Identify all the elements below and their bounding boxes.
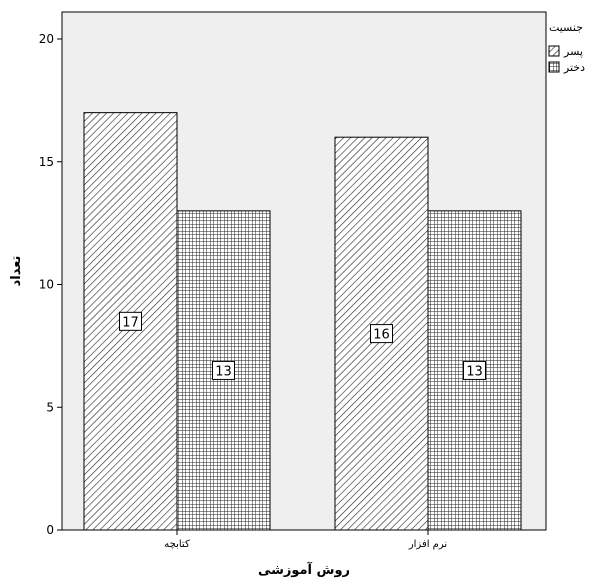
legend-label-boy: پسر: [563, 45, 583, 58]
data-label-boy-1: 16: [373, 328, 390, 343]
y-tick-label-10: 10: [39, 278, 54, 292]
legend-swatch-girl: [548, 61, 560, 73]
data-label-box-boy-1: [370, 324, 393, 344]
data-label-boy-0: 17: [122, 315, 139, 330]
data-label-box-girl-1: [463, 360, 486, 380]
x-tick-label-1: نرم افزار: [408, 539, 447, 550]
y-tick-label-15: 15: [39, 155, 54, 169]
legend-swatch-boy: [548, 45, 560, 57]
x-axis-title: روش آموزشی: [258, 561, 350, 578]
y-tick-label-0: 0: [46, 523, 54, 537]
y-axis-title: تعداد: [9, 256, 24, 287]
legend-label-girl: دختر: [563, 61, 585, 74]
x-tick-label-0: کتابچه: [164, 539, 190, 550]
data-label-girl-1: 13: [466, 364, 483, 379]
y-tick-label-5: 5: [46, 400, 54, 414]
y-tick-label-20: 20: [39, 32, 54, 46]
legend: جنسیت پسر دختر: [548, 21, 585, 74]
legend-title: جنسیت: [549, 21, 583, 34]
data-label-girl-0: 13: [215, 364, 232, 379]
data-label-box-girl-0: [212, 360, 235, 380]
data-label-box-boy-0: [119, 311, 142, 331]
